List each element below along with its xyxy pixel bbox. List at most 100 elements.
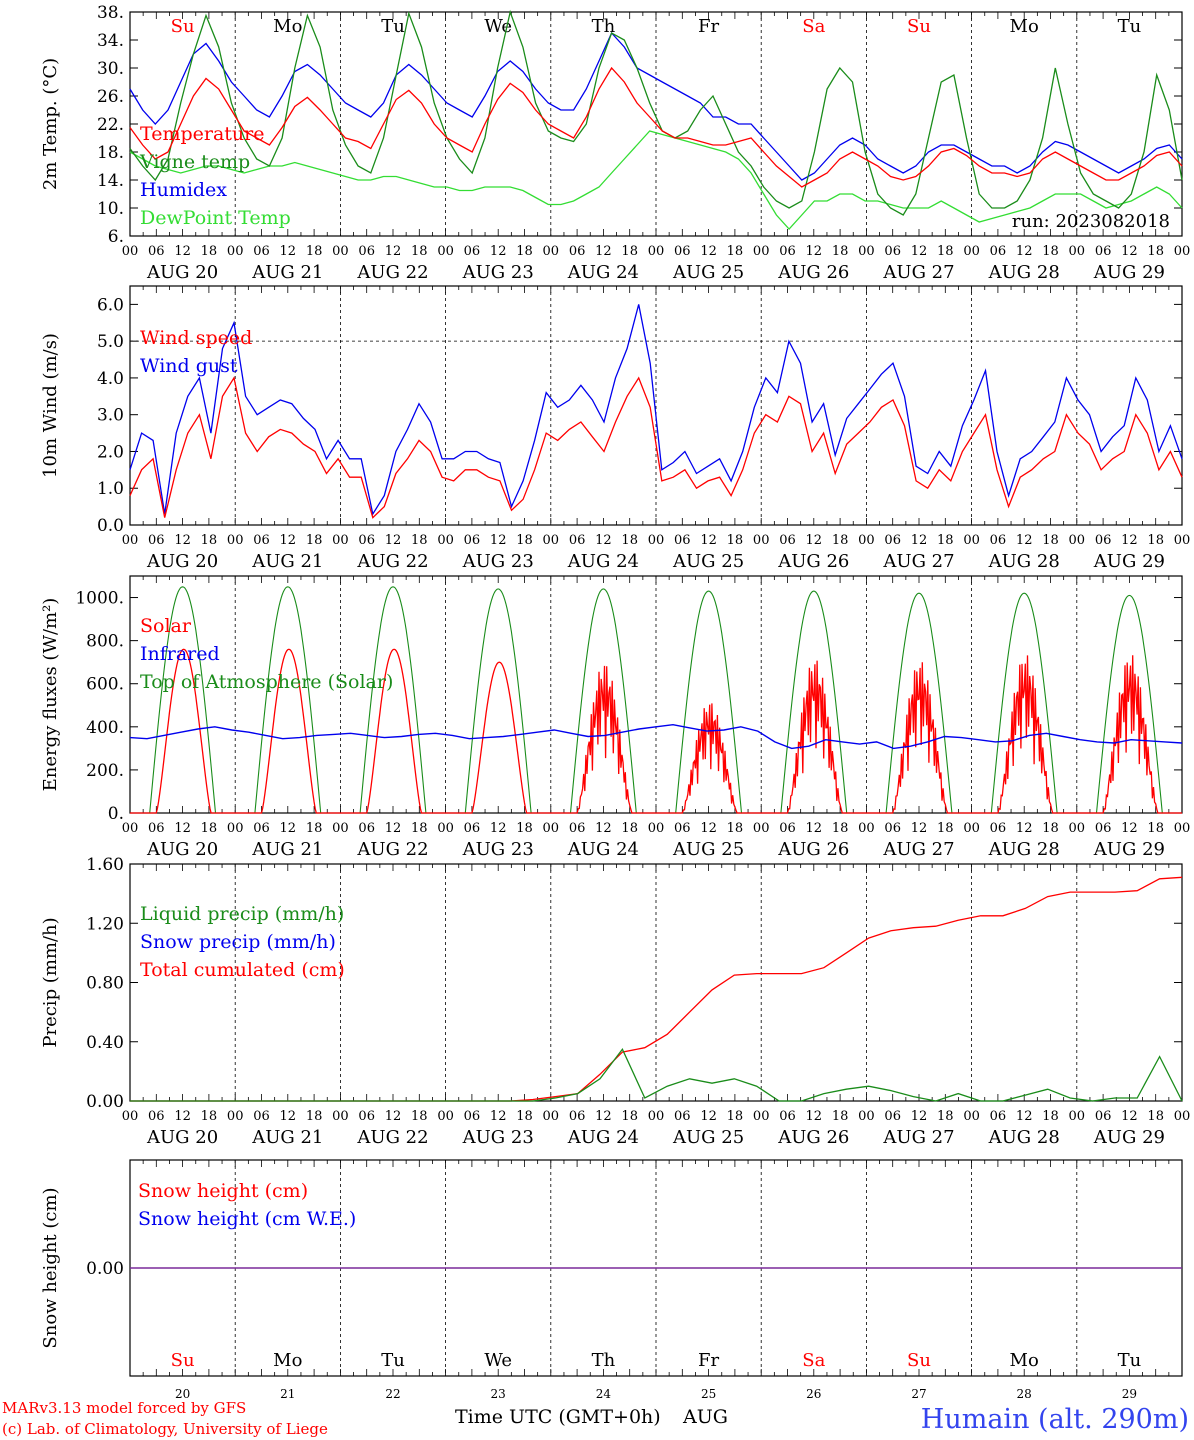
weekday-label: Mo: [1010, 16, 1039, 37]
date-label: AUG 27: [882, 1127, 954, 1148]
date-label: AUG 23: [462, 551, 534, 572]
y-tick-label: 6.: [108, 227, 124, 247]
hour-tick-label: 00: [332, 244, 349, 259]
hour-tick-label: 06: [148, 533, 165, 548]
date-label: AUG 25: [672, 1127, 744, 1148]
hour-tick-label: 18: [516, 533, 533, 548]
hour-tick-label: 06: [253, 821, 270, 836]
hour-tick-label: 00: [543, 533, 560, 548]
hour-tick-label: 00: [648, 244, 665, 259]
credit-line-1: MARv3.13 model forced by GFS: [2, 1399, 246, 1417]
hour-tick-label: 12: [700, 244, 717, 259]
hour-tick-label: 00: [963, 533, 980, 548]
hour-tick-label: 12: [1121, 533, 1138, 548]
hour-tick-label: 12: [911, 1109, 928, 1124]
hour-tick-label: 06: [358, 244, 375, 259]
hour-tick-label: 12: [1016, 821, 1033, 836]
y-tick-label: 34.: [97, 31, 124, 51]
y-tick-label: 0.00: [86, 1092, 124, 1112]
panel-3: Energy fluxes (W/m²) 0. 200. 400. 600. 800. 10…: [40, 575, 1191, 860]
weekday-label: Tu: [381, 16, 405, 37]
legend-entry: Infrared: [140, 643, 220, 665]
hour-tick-label: 00: [753, 533, 770, 548]
hour-tick-label: 00: [753, 244, 770, 259]
hour-tick-label: 06: [884, 821, 901, 836]
legend-entry: Humidex: [140, 179, 227, 201]
hour-tick-label: 06: [148, 821, 165, 836]
weekday-label: Mo: [273, 16, 302, 37]
hour-tick-label: 00: [437, 821, 454, 836]
hour-tick-label: 18: [516, 244, 533, 259]
hour-tick-label: 18: [201, 533, 218, 548]
legend-entry: Snow height (cm W.E.): [138, 1208, 356, 1230]
date-label: AUG 22: [356, 262, 428, 283]
hour-tick-label: 18: [937, 1109, 954, 1124]
hour-tick-label: 00: [543, 1109, 560, 1124]
x-axis-month: AUG: [682, 1406, 728, 1428]
legend-entry: Snow height (cm): [138, 1180, 308, 1202]
hour-tick-label: 12: [280, 1109, 297, 1124]
hour-tick-label: 18: [727, 1109, 744, 1124]
hour-tick-label: 06: [148, 1109, 165, 1124]
hour-tick-label: 00: [753, 821, 770, 836]
date-label: AUG 29: [1093, 1127, 1165, 1148]
legend-entry: Top of Atmosphere (Solar): [140, 671, 393, 693]
hour-tick-label: 06: [884, 244, 901, 259]
hour-tick-label: 12: [174, 821, 191, 836]
date-label: AUG 27: [882, 262, 954, 283]
hour-tick-label: 12: [700, 533, 717, 548]
hour-tick-label: 18: [937, 821, 954, 836]
hour-tick-label: 12: [806, 1109, 823, 1124]
date-label: AUG 20: [146, 839, 218, 860]
series-line-wind-speed: [129, 376, 1183, 519]
hour-tick-label: 00: [963, 821, 980, 836]
date-label: AUG 26: [777, 1127, 849, 1148]
y-tick-label: 1.60: [86, 855, 124, 875]
date-label: AUG 26: [777, 839, 849, 860]
y-tick-label: 22.: [97, 115, 124, 135]
date-label: AUG 29: [1093, 551, 1165, 572]
legend-entry: Liquid precip (mm/h): [140, 903, 344, 925]
hour-tick-label: 12: [1016, 1109, 1033, 1124]
hour-tick-label: 18: [1042, 244, 1059, 259]
hour-tick-label: 12: [806, 244, 823, 259]
hour-tick-label: 06: [464, 533, 481, 548]
hour-tick-label: 12: [490, 1109, 507, 1124]
hour-tick-label: 12: [280, 244, 297, 259]
y-axis-title: Snow height (cm): [40, 1187, 61, 1348]
weekday-label: Fr: [698, 1350, 719, 1371]
hour-tick-label: 00: [227, 1109, 244, 1124]
hour-tick-label: 18: [1147, 821, 1164, 836]
y-tick-label: 0.: [108, 804, 124, 824]
date-label: AUG 27: [882, 839, 954, 860]
hour-tick-label: 12: [280, 821, 297, 836]
hour-tick-label: 06: [1095, 821, 1112, 836]
hour-tick-label: 00: [122, 1109, 139, 1124]
weekday-label: Su: [907, 16, 931, 37]
hour-tick-label: 12: [490, 533, 507, 548]
date-label: AUG 25: [672, 262, 744, 283]
day-number-label: 20: [175, 1387, 190, 1401]
hour-tick-label: 06: [674, 1109, 691, 1124]
hour-tick-label: 18: [832, 533, 849, 548]
date-label: AUG 24: [567, 839, 639, 860]
hour-tick-label: 18: [411, 244, 428, 259]
day-number-label: 21: [280, 1387, 295, 1401]
hour-tick-label: 12: [595, 1109, 612, 1124]
y-tick-label: 10.: [97, 199, 124, 219]
y-tick-label: 2.0: [97, 442, 124, 462]
hour-tick-label: 18: [411, 1109, 428, 1124]
y-tick-label: 400.: [86, 718, 124, 738]
hour-tick-label: 12: [490, 244, 507, 259]
hour-tick-label: 18: [306, 244, 323, 259]
hour-tick-label: 06: [674, 821, 691, 836]
y-tick-label: 4.0: [97, 369, 124, 389]
hour-tick-label: 00: [437, 1109, 454, 1124]
y-tick-label: 30.: [97, 59, 124, 79]
hour-tick-label: 00: [963, 244, 980, 259]
hour-tick-label: 00: [1174, 821, 1191, 836]
hour-tick-label: 18: [1042, 1109, 1059, 1124]
hour-tick-label: 00: [437, 244, 454, 259]
date-label: AUG 28: [988, 262, 1060, 283]
hour-tick-label: 06: [1095, 533, 1112, 548]
